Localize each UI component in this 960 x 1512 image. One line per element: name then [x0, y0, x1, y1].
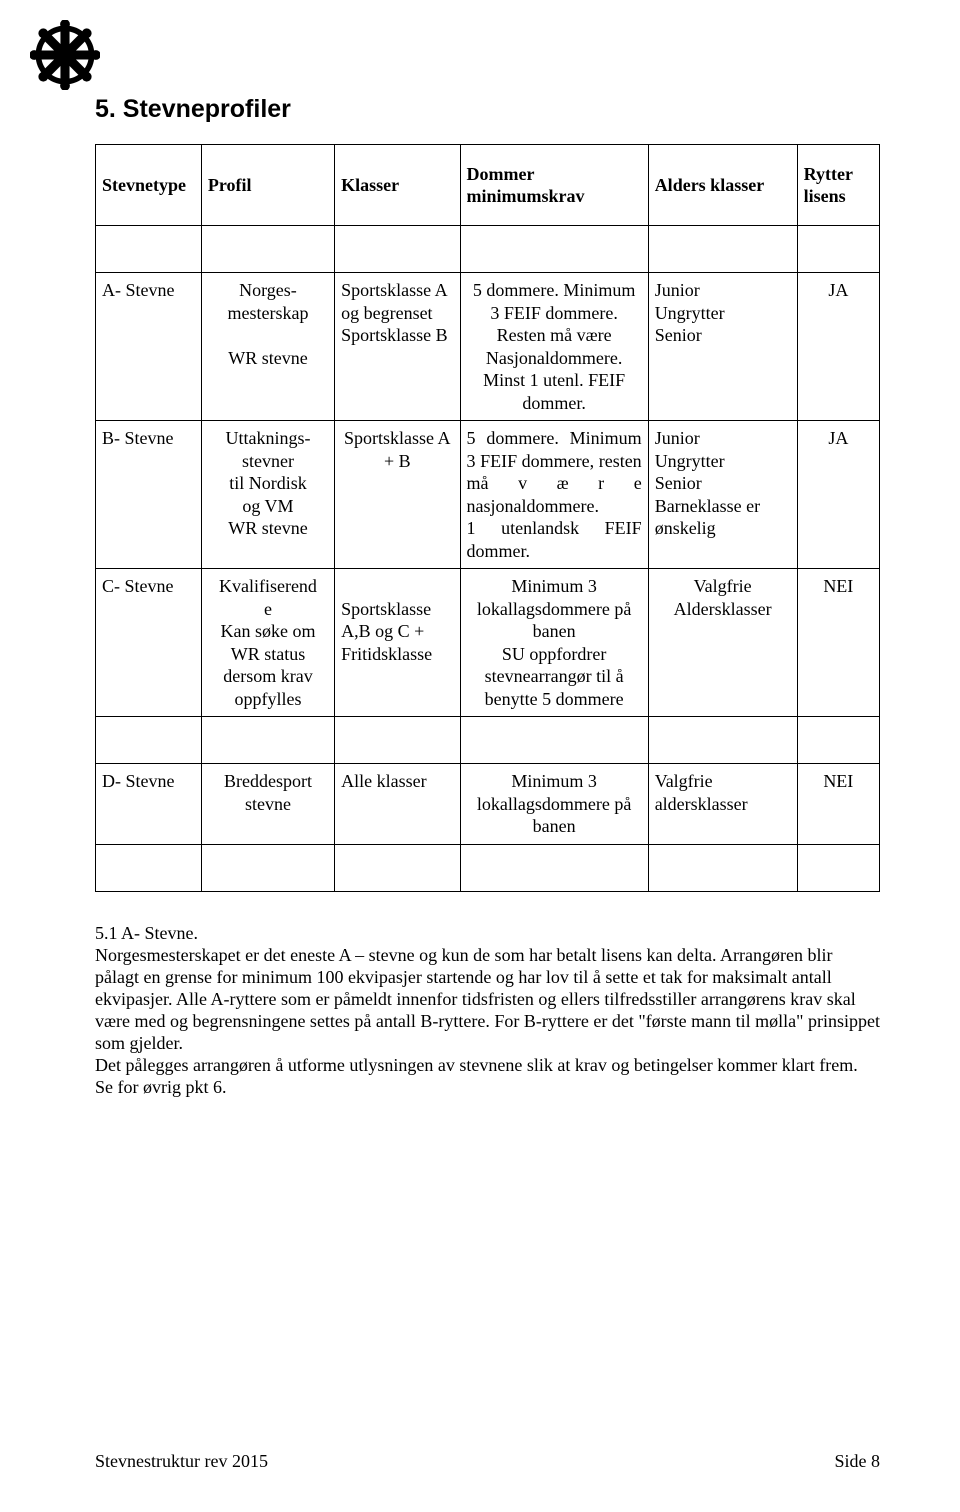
cell: NEI: [797, 764, 879, 845]
cell: JA: [797, 421, 879, 569]
cell: Junior Ungrytter Senior Barneklasse er ø…: [648, 421, 797, 569]
cell: NEI: [797, 569, 879, 717]
cell: B- Stevne: [96, 421, 202, 569]
th-rytter: Rytter lisens: [797, 145, 879, 226]
cell: Alle klasser: [335, 764, 460, 845]
cell: JA: [797, 273, 879, 421]
cell: D- Stevne: [96, 764, 202, 845]
cell: Breddesport stevne: [201, 764, 334, 845]
cell: Kvalifiserend e Kan søke om WR status de…: [201, 569, 334, 717]
th-alders: Alders klasser: [648, 145, 797, 226]
spacer-row: [96, 226, 880, 273]
logo-icon: [30, 20, 100, 90]
table-header-row: Stevnetype Profil Klasser Dommer minimum…: [96, 145, 880, 226]
cell: 5 dommere. Minimum 3 FEIF dommere. Reste…: [460, 273, 648, 421]
body-heading: 5.1 A- Stevne.: [95, 922, 880, 944]
body-paragraph: Se for øvrig pkt 6.: [95, 1076, 880, 1098]
section-title: 5. Stevneprofiler: [95, 95, 880, 124]
table-row: A- Stevne Norges- mesterskap WR stevne S…: [96, 273, 880, 421]
cell: Sportsklasse A,B og C + Fritidsklasse: [335, 569, 460, 717]
cell: Sportsklasse A + B: [335, 421, 460, 569]
cell: Norges- mesterskap WR stevne: [201, 273, 334, 421]
table-row: D- Stevne Breddesport stevne Alle klasse…: [96, 764, 880, 845]
cell: Uttaknings- stevner til Nordisk og VM WR…: [201, 421, 334, 569]
cell: Sportsklasse A og begrenset Sportsklasse…: [335, 273, 460, 421]
table-row: C- Stevne Kvalifiserend e Kan søke om WR…: [96, 569, 880, 717]
th-klasser: Klasser: [335, 145, 460, 226]
cell: Valgfrie aldersklasser: [648, 764, 797, 845]
footer-left: Stevnestruktur rev 2015: [95, 1451, 268, 1472]
stevneprofiler-table: Stevnetype Profil Klasser Dommer minimum…: [95, 144, 880, 892]
cell: Minimum 3 lokallagsdommere på banen SU o…: [460, 569, 648, 717]
table-row: B- Stevne Uttaknings- stevner til Nordis…: [96, 421, 880, 569]
body-paragraph: Det pålegges arrangøren å utforme utlysn…: [95, 1054, 880, 1076]
cell: C- Stevne: [96, 569, 202, 717]
cell: 5 dommere. Minimum 3 FEIF dommere, reste…: [460, 421, 648, 569]
body-text: 5.1 A- Stevne. Norgesmesterskapet er det…: [95, 922, 880, 1099]
cell: Minimum 3 lokallagsdommere på banen: [460, 764, 648, 845]
spacer-row: [96, 844, 880, 891]
th-dommer: Dommer minimumskrav: [460, 145, 648, 226]
cell: A- Stevne: [96, 273, 202, 421]
spacer-row: [96, 717, 880, 764]
footer-right: Side 8: [834, 1451, 880, 1472]
th-stevnetype: Stevnetype: [96, 145, 202, 226]
cell: Junior Ungrytter Senior: [648, 273, 797, 421]
cell: Valgfrie Aldersklasser: [648, 569, 797, 717]
body-paragraph: Norgesmesterskapet er det eneste A – ste…: [95, 944, 880, 1055]
th-profil: Profil: [201, 145, 334, 226]
